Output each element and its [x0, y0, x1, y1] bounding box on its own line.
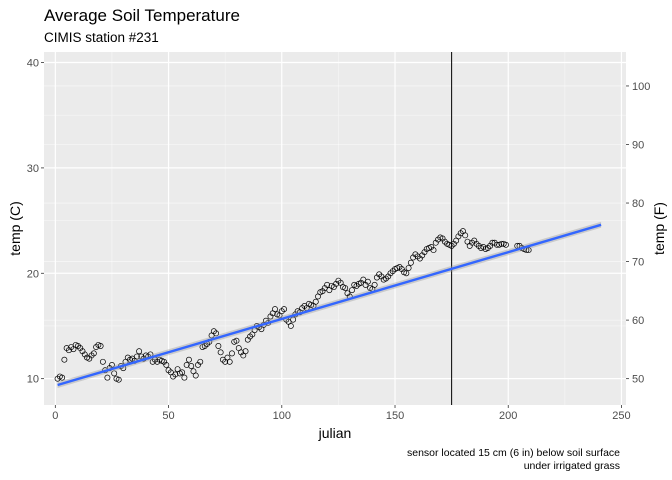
x-tick-label: 250: [612, 410, 630, 422]
y-tick-label: 40: [27, 58, 39, 70]
data-points: [54, 228, 532, 383]
data-point: [90, 350, 97, 357]
data-point: [503, 241, 509, 248]
fit-line: [57, 223, 602, 387]
x-tick-label: 150: [386, 410, 404, 422]
data-point: [99, 358, 106, 365]
data-point: [163, 362, 170, 368]
data-point: [493, 241, 500, 248]
y-tick-label: 20: [27, 268, 39, 280]
x-tick-label: 50: [162, 410, 174, 422]
chart-caption: sensor located 15 cm (6 in) below soil s…: [407, 447, 620, 473]
data-point: [192, 372, 199, 379]
caption-line: sensor located 15 cm (6 in) below soil s…: [406, 447, 620, 459]
data-point: [525, 247, 532, 254]
x-tick-label: 200: [499, 410, 517, 422]
data-point: [312, 298, 319, 305]
chart-title: Average Soil Temperature: [44, 6, 240, 25]
data-point: [59, 374, 66, 381]
y-axis-ticks: 10 20 30 40: [27, 58, 44, 386]
data-point: [498, 240, 505, 247]
data-point: [181, 374, 188, 381]
data-point: [430, 247, 437, 254]
data-point: [136, 348, 143, 355]
data-point: [287, 323, 294, 329]
data-point: [185, 356, 192, 363]
data-point: [242, 348, 249, 355]
fit-line-group: [57, 221, 602, 388]
y2-axis-ticks: 50 60 70 80 90 100: [626, 81, 650, 386]
data-point: [61, 356, 68, 363]
data-point: [462, 232, 469, 239]
data-point: [272, 306, 278, 313]
data-point: [215, 343, 222, 349]
data-point: [188, 363, 195, 369]
data-point: [172, 371, 179, 378]
data-point: [364, 278, 371, 285]
data-point: [226, 358, 233, 365]
data-point: [197, 358, 204, 365]
data-point: [213, 330, 220, 337]
x-axis-ticks: 0 50 100 150 200 250: [52, 405, 631, 422]
y2-axis-title: temp (F): [651, 202, 667, 255]
data-point: [104, 374, 111, 381]
y-tick-label: 10: [27, 374, 39, 386]
data-point: [179, 369, 186, 376]
y2-tick-label: 90: [632, 139, 644, 151]
grid-lines: [44, 52, 626, 405]
data-point: [233, 337, 240, 344]
data-point: [407, 259, 414, 266]
y2-tick-label: 70: [632, 257, 644, 269]
data-point: [229, 350, 235, 357]
data-point: [371, 281, 378, 288]
y-axis-title: temp (C): [7, 201, 23, 255]
data-point: [324, 281, 331, 288]
y2-tick-label: 50: [632, 374, 644, 386]
data-point: [217, 349, 224, 356]
data-point: [405, 265, 412, 271]
y-tick-label: 30: [27, 163, 39, 175]
data-point: [111, 370, 118, 377]
data-point: [115, 376, 122, 383]
data-point: [183, 362, 190, 368]
data-point: [133, 353, 140, 360]
x-axis-title: julian: [318, 425, 352, 441]
data-point: [403, 270, 410, 277]
plot-panel: [44, 52, 626, 405]
data-point: [342, 285, 349, 291]
chart-subtitle: CIMIS station #231: [44, 30, 159, 45]
y2-tick-label: 60: [632, 315, 644, 327]
data-point: [281, 306, 287, 313]
data-point: [349, 287, 355, 294]
caption-line: under irrigated grass: [523, 460, 620, 472]
x-tick-label: 100: [273, 410, 291, 422]
y2-tick-label: 80: [632, 198, 644, 210]
x-tick-label: 0: [52, 410, 58, 422]
data-point: [108, 362, 115, 368]
y2-tick-label: 100: [632, 81, 650, 93]
data-point: [97, 343, 104, 349]
data-point: [290, 316, 297, 323]
